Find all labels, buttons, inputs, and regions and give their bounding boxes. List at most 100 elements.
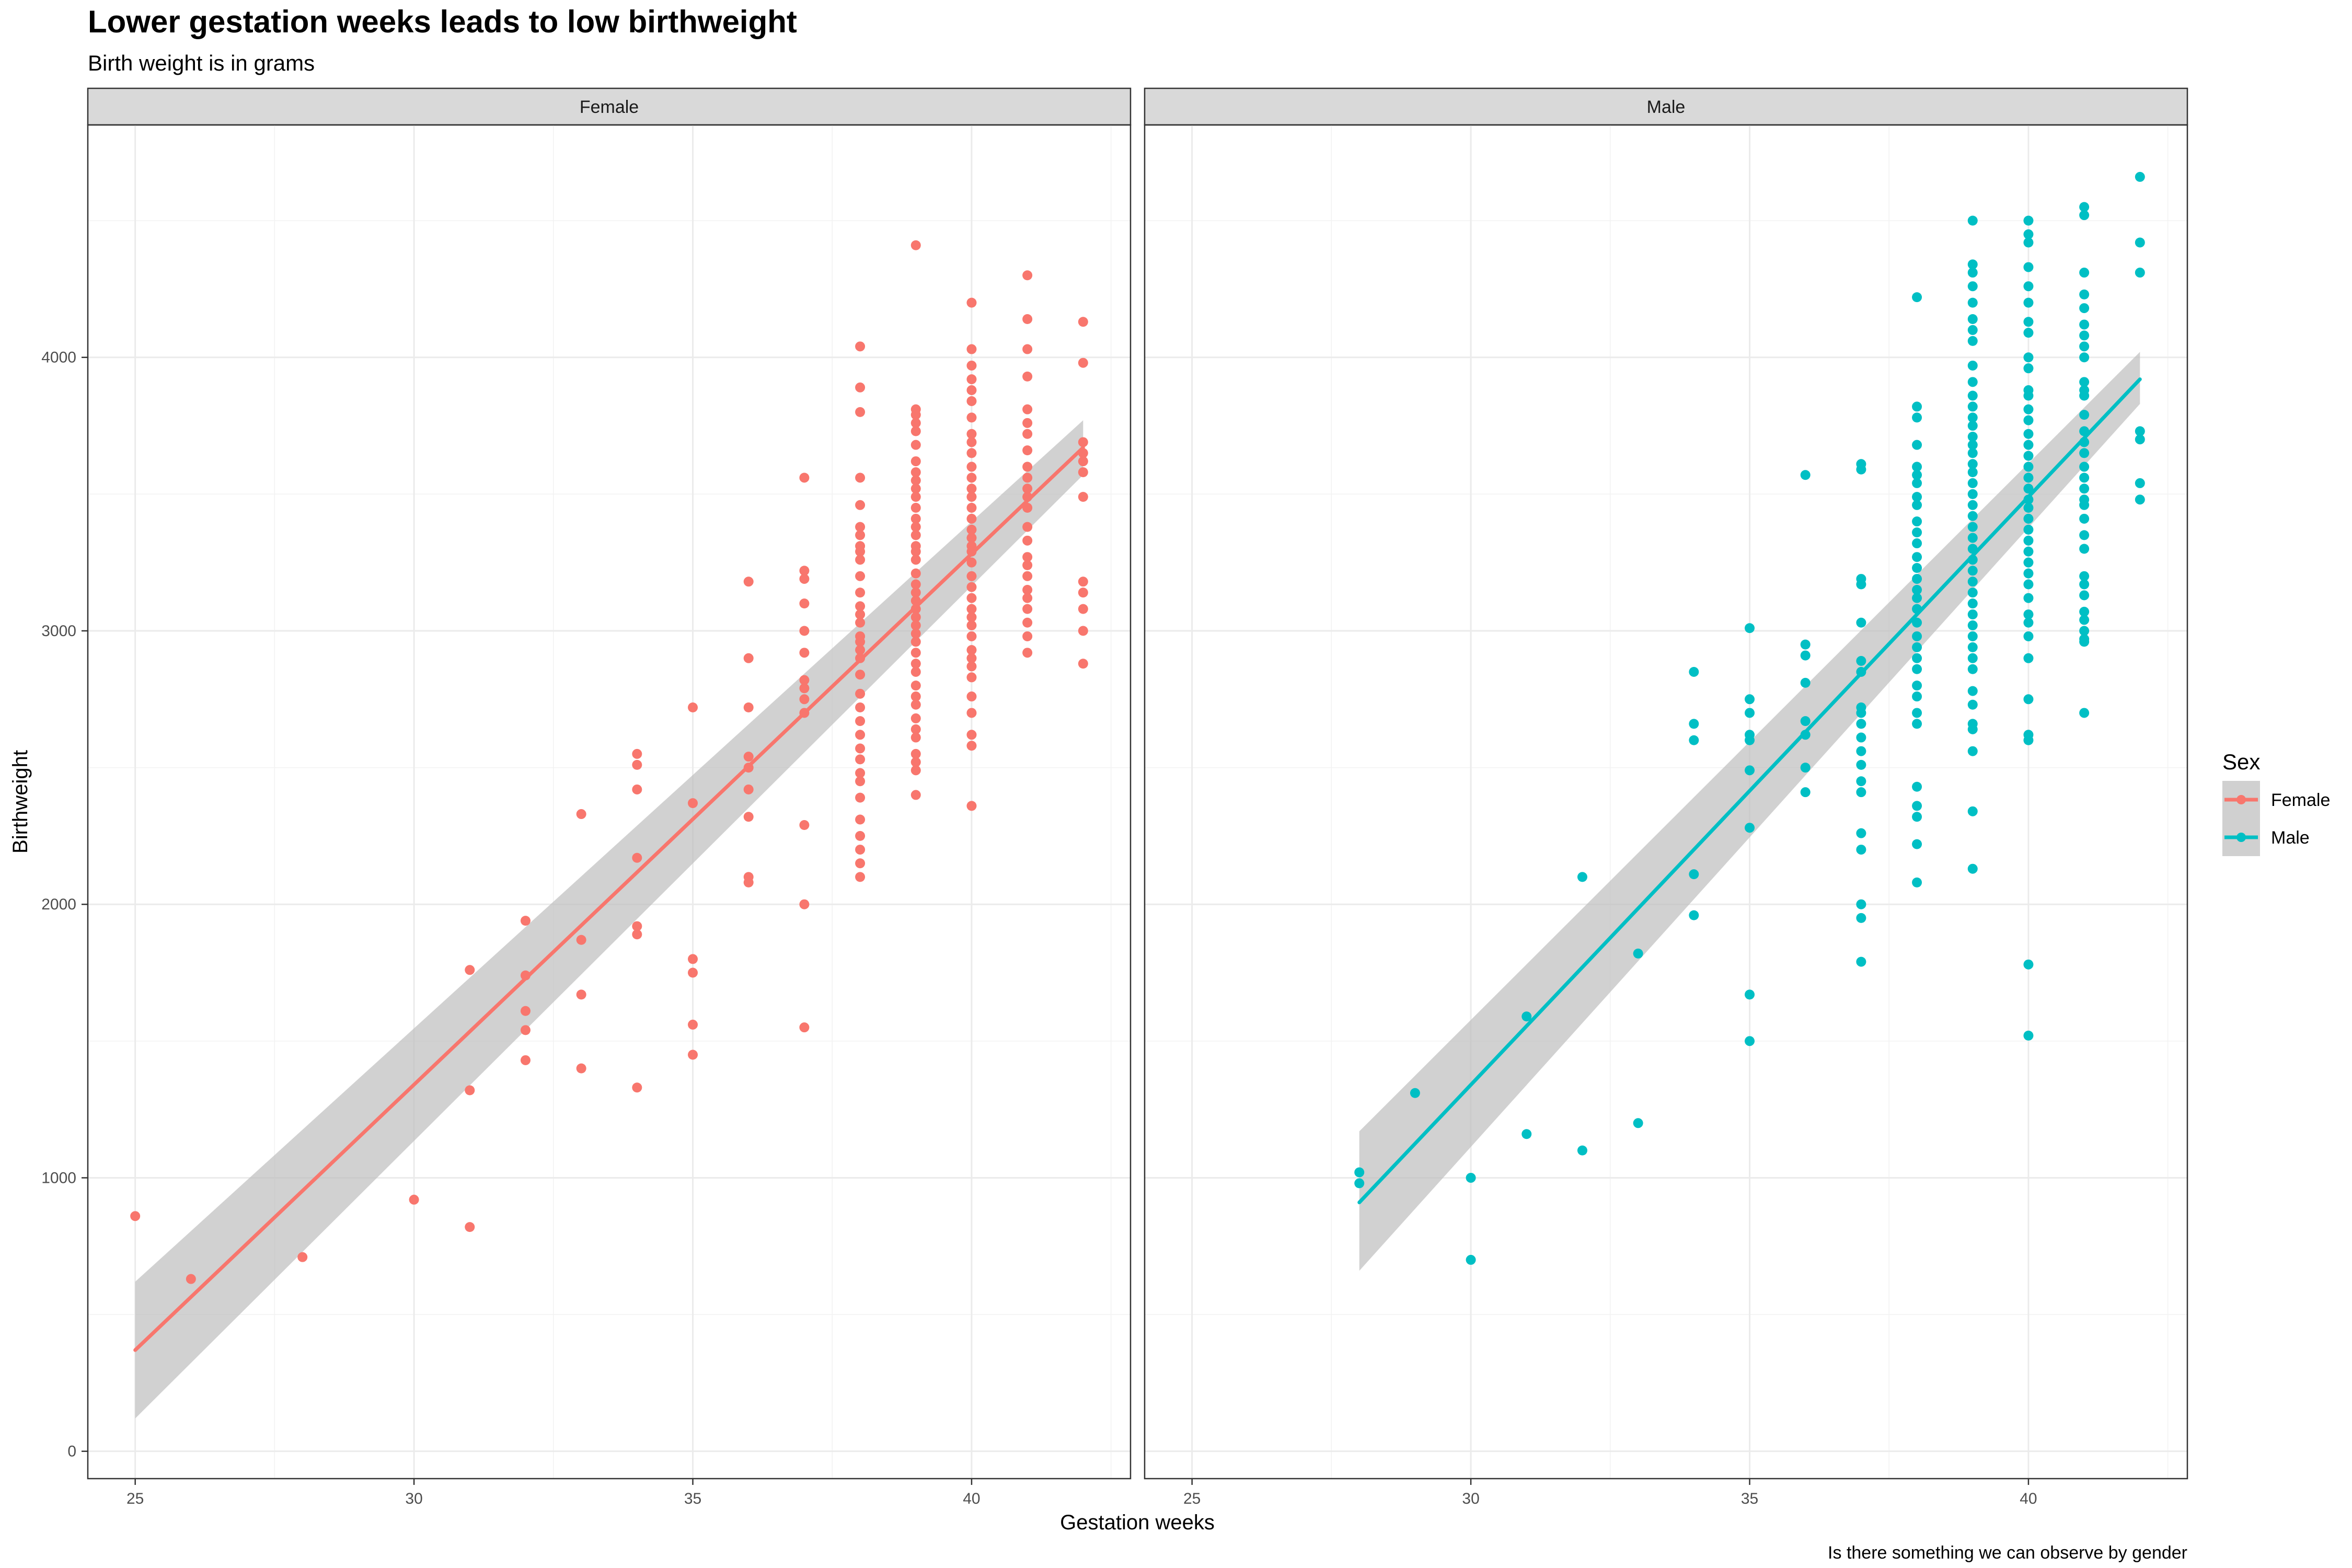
data-point-female xyxy=(855,382,866,393)
data-point-male xyxy=(1912,664,1922,674)
data-point-female xyxy=(910,691,921,702)
data-point-female xyxy=(743,877,754,887)
data-point-female xyxy=(966,708,977,718)
data-point-male xyxy=(1466,1172,1476,1183)
data-point-female xyxy=(855,776,866,787)
facet-strip-female xyxy=(87,87,1132,126)
data-point-male xyxy=(1912,642,1922,652)
data-point-female xyxy=(855,609,866,620)
data-point-female xyxy=(799,899,810,909)
data-point-female xyxy=(855,702,866,712)
y-tick-label: 0 xyxy=(67,1443,76,1460)
data-point-male xyxy=(2023,328,2034,338)
data-point-female xyxy=(966,448,977,458)
data-point-female xyxy=(632,784,642,794)
data-point-female xyxy=(855,546,866,557)
data-point-male xyxy=(2023,535,2034,546)
data-point-female xyxy=(966,437,977,447)
data-point-female xyxy=(910,612,921,622)
data-point-female xyxy=(1022,631,1033,641)
data-point-male xyxy=(1967,297,1978,308)
data-point-female xyxy=(743,752,754,762)
data-point-male xyxy=(1967,522,1978,532)
data-point-male xyxy=(1912,292,1922,303)
data-point-female xyxy=(966,524,977,535)
data-point-male xyxy=(1800,763,1811,773)
data-point-male xyxy=(2079,210,2090,221)
data-point-female xyxy=(1022,404,1033,414)
data-point-female xyxy=(1078,456,1088,467)
data-point-female xyxy=(966,472,977,483)
data-point-male xyxy=(1967,259,1978,270)
data-point-female xyxy=(855,601,866,612)
legend-title: Sex xyxy=(2222,750,2260,774)
data-point-female xyxy=(799,694,810,705)
data-point-female xyxy=(855,530,866,540)
data-point-male xyxy=(1466,1254,1476,1265)
data-point-female xyxy=(1078,659,1088,669)
data-point-male xyxy=(2135,478,2145,488)
legend-item-male: Male xyxy=(2222,818,2310,856)
data-point-female xyxy=(966,645,977,655)
data-point-female xyxy=(520,1055,531,1065)
data-point-male xyxy=(1967,448,1978,458)
data-point-female xyxy=(910,681,921,691)
data-point-female xyxy=(855,500,866,510)
data-point-female xyxy=(910,440,921,450)
data-point-female xyxy=(966,374,977,385)
panel-border-female xyxy=(87,124,1132,1480)
data-point-male xyxy=(1967,314,1978,324)
data-point-male xyxy=(1912,593,1922,603)
data-point-female xyxy=(799,626,810,636)
data-point-male xyxy=(2079,571,2090,581)
chart-caption: Is there something we can observe by gen… xyxy=(1828,1543,2187,1563)
facet-label-male: Male xyxy=(1647,97,1686,117)
data-point-male xyxy=(1967,325,1978,335)
data-point-female xyxy=(688,702,698,712)
data-point-male xyxy=(2079,483,2090,494)
data-point-male xyxy=(2023,617,2034,628)
chart-title: Lower gestation weeks leads to low birth… xyxy=(88,4,797,39)
data-point-female xyxy=(1022,429,1033,439)
data-point-female xyxy=(966,360,977,371)
data-point-female xyxy=(910,637,921,647)
data-point-male xyxy=(2079,448,2090,458)
data-point-female xyxy=(855,522,866,532)
data-point-male xyxy=(1856,746,1866,756)
data-point-female xyxy=(1022,418,1033,428)
data-point-male xyxy=(2023,429,2034,439)
data-point-female xyxy=(966,604,977,614)
data-point-female xyxy=(1078,467,1088,478)
data-point-male xyxy=(1912,478,1922,488)
data-point-male xyxy=(2023,513,2034,524)
data-point-male xyxy=(1967,377,1978,387)
data-point-male xyxy=(2079,462,2090,472)
x-axis-title: Gestation weeks xyxy=(1060,1511,1215,1534)
data-point-male xyxy=(2023,262,2034,272)
data-point-male xyxy=(1967,500,1978,510)
data-point-male xyxy=(2023,317,2034,327)
data-point-male xyxy=(1856,845,1866,855)
data-point-male xyxy=(1633,1118,1643,1128)
data-point-female xyxy=(688,1019,698,1030)
data-point-female xyxy=(1022,522,1033,532)
data-point-male xyxy=(2079,615,2090,625)
data-point-female xyxy=(688,954,698,964)
data-point-male xyxy=(2023,281,2034,292)
data-point-male xyxy=(1912,681,1922,691)
data-point-male xyxy=(1967,863,1978,874)
data-point-male xyxy=(2023,568,2034,579)
data-point-female xyxy=(465,1222,475,1232)
data-point-male xyxy=(2023,579,2034,590)
data-point-male xyxy=(2023,215,2034,226)
data-point-male xyxy=(2079,708,2090,718)
y-axis: 0 1000 2000 3000 4000 xyxy=(41,349,88,1460)
data-point-male xyxy=(1856,956,1866,967)
data-point-female xyxy=(910,568,921,579)
data-point-female xyxy=(910,748,921,759)
data-point-female xyxy=(1078,317,1088,327)
data-point-male xyxy=(1354,1178,1365,1189)
data-point-male xyxy=(1912,708,1922,718)
data-point-male xyxy=(2023,631,2034,641)
data-point-female xyxy=(855,831,866,841)
